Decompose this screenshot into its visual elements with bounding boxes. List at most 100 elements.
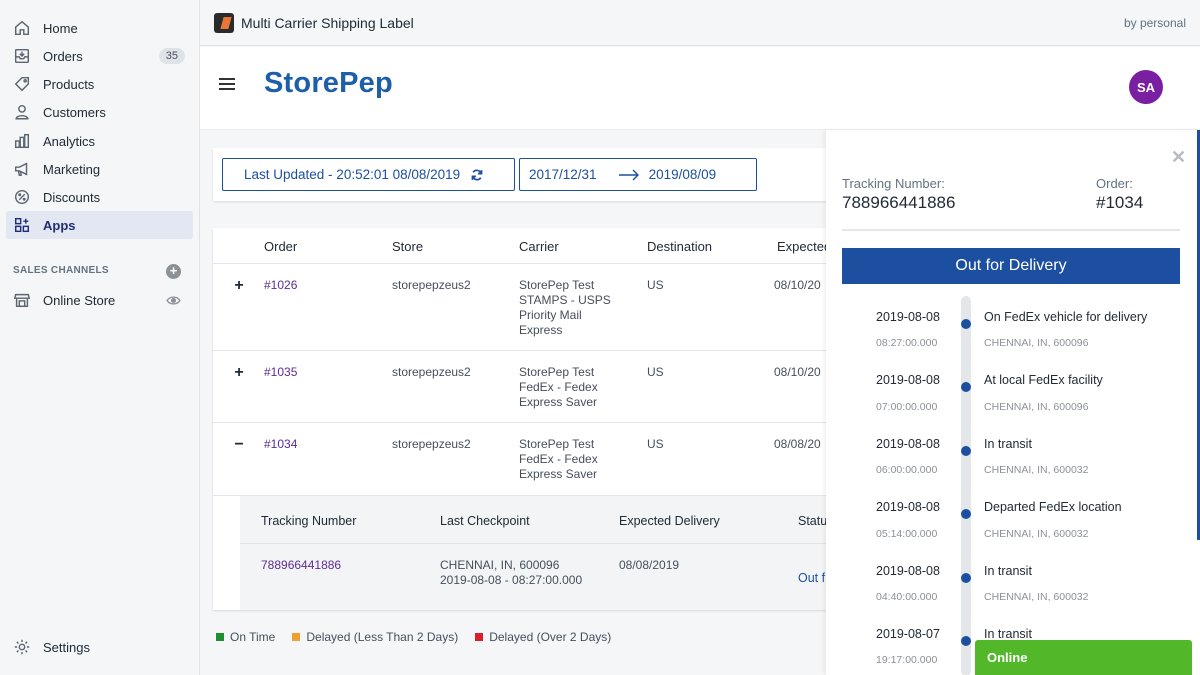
expected-cell: 08/10/20: [774, 278, 821, 292]
store-icon: [12, 290, 32, 310]
app-title: Multi Carrier Shipping Label: [241, 14, 414, 31]
divider: [842, 229, 1180, 231]
column-header-status: Status: [798, 514, 833, 528]
last-updated-label: Last Updated - 20:52:01 08/08/2019: [244, 167, 461, 182]
bar-chart-icon: [12, 131, 32, 151]
sidebar-item-discounts[interactable]: Discounts: [6, 183, 193, 211]
event-time: 06:00:00.000: [876, 464, 938, 476]
megaphone-icon: [12, 159, 32, 179]
date-to-input[interactable]: 2019/08/09: [648, 167, 717, 182]
date-range-picker: 2017/12/31 2019/08/09: [519, 158, 757, 191]
sidebar-item-label: Settings: [43, 639, 90, 655]
date-from-input[interactable]: 2017/12/31: [529, 167, 597, 182]
event-date: 2019-08-08: [876, 310, 940, 324]
column-header-expected[interactable]: Expected: [777, 239, 832, 254]
on-time-swatch: [216, 633, 224, 641]
divider: [213, 350, 833, 351]
event-time: 05:14:00.000: [876, 528, 938, 540]
store-cell: storepepzeus2: [392, 365, 471, 379]
store-cell: storepepzeus2: [392, 278, 471, 292]
panel-scrollbar[interactable]: [1197, 130, 1200, 540]
sidebar-item-customers[interactable]: Customers: [6, 98, 193, 126]
online-chat-widget[interactable]: Online: [975, 640, 1192, 675]
sidebar-item-apps[interactable]: Apps: [6, 211, 193, 239]
hamburger-menu-icon[interactable]: [219, 78, 235, 92]
event-date: 2019-08-08: [876, 437, 940, 451]
order-link[interactable]: #1035: [264, 365, 298, 379]
event-date: 2019-08-08: [876, 373, 940, 387]
sidebar-item-marketing[interactable]: Marketing: [6, 155, 193, 183]
event-location: CHENNAI, IN, 600032: [984, 528, 1089, 540]
tag-icon: [12, 74, 32, 94]
carrier-cell: StorePep Test FedEx - Fedex Express Saver: [519, 437, 598, 481]
expand-row-button[interactable]: +: [234, 277, 244, 294]
last-updated-button[interactable]: Last Updated - 20:52:01 08/08/2019: [222, 158, 515, 191]
sidebar-item-label: Apps: [43, 217, 76, 233]
orders-count-badge: 35: [158, 48, 185, 64]
event-time: 07:00:00.000: [876, 401, 938, 413]
timeline-dot: [961, 446, 971, 456]
store-cell: storepepzeus2: [392, 437, 471, 451]
orders-table: Order Store Carrier Destination Expected…: [213, 228, 833, 610]
legend-item: On Time: [216, 630, 275, 644]
event-date: 2019-08-08: [876, 564, 940, 578]
event-description: In transit: [984, 437, 1032, 451]
avatar[interactable]: SA: [1129, 70, 1163, 104]
delayed-long-swatch: [475, 633, 484, 641]
column-header-destination[interactable]: Destination: [647, 239, 713, 254]
column-header-tracking-number: Tracking Number: [261, 514, 357, 528]
sidebar-item-online-store[interactable]: Online Store: [6, 286, 193, 314]
event-location: CHENNAI, IN, 600096: [984, 337, 1089, 349]
refresh-icon: [470, 168, 484, 182]
add-sales-channel-button[interactable]: +: [166, 264, 181, 279]
divider: [213, 263, 833, 264]
expected-cell: 08/10/20: [774, 365, 821, 379]
carrier-cell: StorePep Test STAMPS - USPS Priority Mail E…: [519, 278, 611, 337]
event-description: In transit: [984, 564, 1032, 578]
event-description: Departed FedEx location: [984, 500, 1122, 514]
tracking-number-label: Tracking Number:: [842, 176, 945, 191]
app-header: StorePep SA: [200, 47, 1200, 130]
apps-icon: [12, 215, 32, 235]
status-legend: On Time Delayed (Less Than 2 Days) Delay…: [216, 630, 628, 644]
carrier-cell: StorePep Test FedEx - Fedex Express Saver: [519, 365, 598, 409]
sidebar-item-label: Customers: [43, 104, 106, 120]
storepep-logo: StorePep: [264, 67, 393, 99]
order-link[interactable]: #1026: [264, 278, 298, 292]
sidebar-item-label: Marketing: [43, 161, 101, 177]
close-icon[interactable]: ✕: [1171, 147, 1187, 167]
event-description: At local FedEx facility: [984, 373, 1103, 387]
event-location: CHENNAI, IN, 600096: [984, 401, 1089, 413]
event-time: 08:27:00.000: [876, 337, 938, 349]
event-date: 2019-08-08: [876, 500, 940, 514]
sidebar-item-label: Products: [43, 76, 95, 92]
column-header-expected-delivery: Expected Delivery: [619, 514, 720, 528]
last-checkpoint-cell: CHENNAI, IN, 600096 2019-08-08 - 08:27:00…: [440, 558, 583, 587]
sidebar-item-settings[interactable]: Settings: [6, 633, 193, 661]
order-label: Order:: [1096, 176, 1133, 191]
event-description: On FedEx vehicle for delivery: [984, 310, 1148, 324]
column-header-last-checkpoint: Last Checkpoint: [440, 514, 530, 528]
column-header-store[interactable]: Store: [392, 239, 424, 254]
collapse-row-button[interactable]: −: [234, 436, 244, 453]
divider: [240, 543, 833, 544]
sidebar-item-home[interactable]: Home: [6, 14, 193, 42]
divider: [213, 495, 833, 496]
tracking-number-value: 788966441886: [842, 193, 956, 212]
event-time: 19:17:00.000: [876, 654, 938, 666]
eye-icon[interactable]: [166, 293, 181, 308]
sidebar-item-products[interactable]: Products: [6, 70, 193, 98]
tracking-detail-panel: ✕ Tracking Number: 788966441886 Order: #…: [826, 130, 1200, 675]
column-header-order[interactable]: Order: [264, 239, 298, 254]
sidebar-item-label: Online Store: [43, 292, 116, 308]
tracking-number-link[interactable]: 788966441886: [261, 558, 342, 572]
status-link[interactable]: Out f: [798, 571, 826, 585]
sidebar-item-analytics[interactable]: Analytics: [6, 127, 193, 155]
destination-cell: US: [647, 437, 664, 451]
delayed-short-swatch: [292, 633, 301, 641]
expand-row-button[interactable]: +: [234, 364, 244, 381]
sidebar-item-orders[interactable]: Orders 35: [6, 42, 193, 70]
column-header-carrier[interactable]: Carrier: [519, 239, 559, 254]
event-location: CHENNAI, IN, 600032: [984, 464, 1089, 476]
order-link[interactable]: #1034: [264, 437, 298, 451]
